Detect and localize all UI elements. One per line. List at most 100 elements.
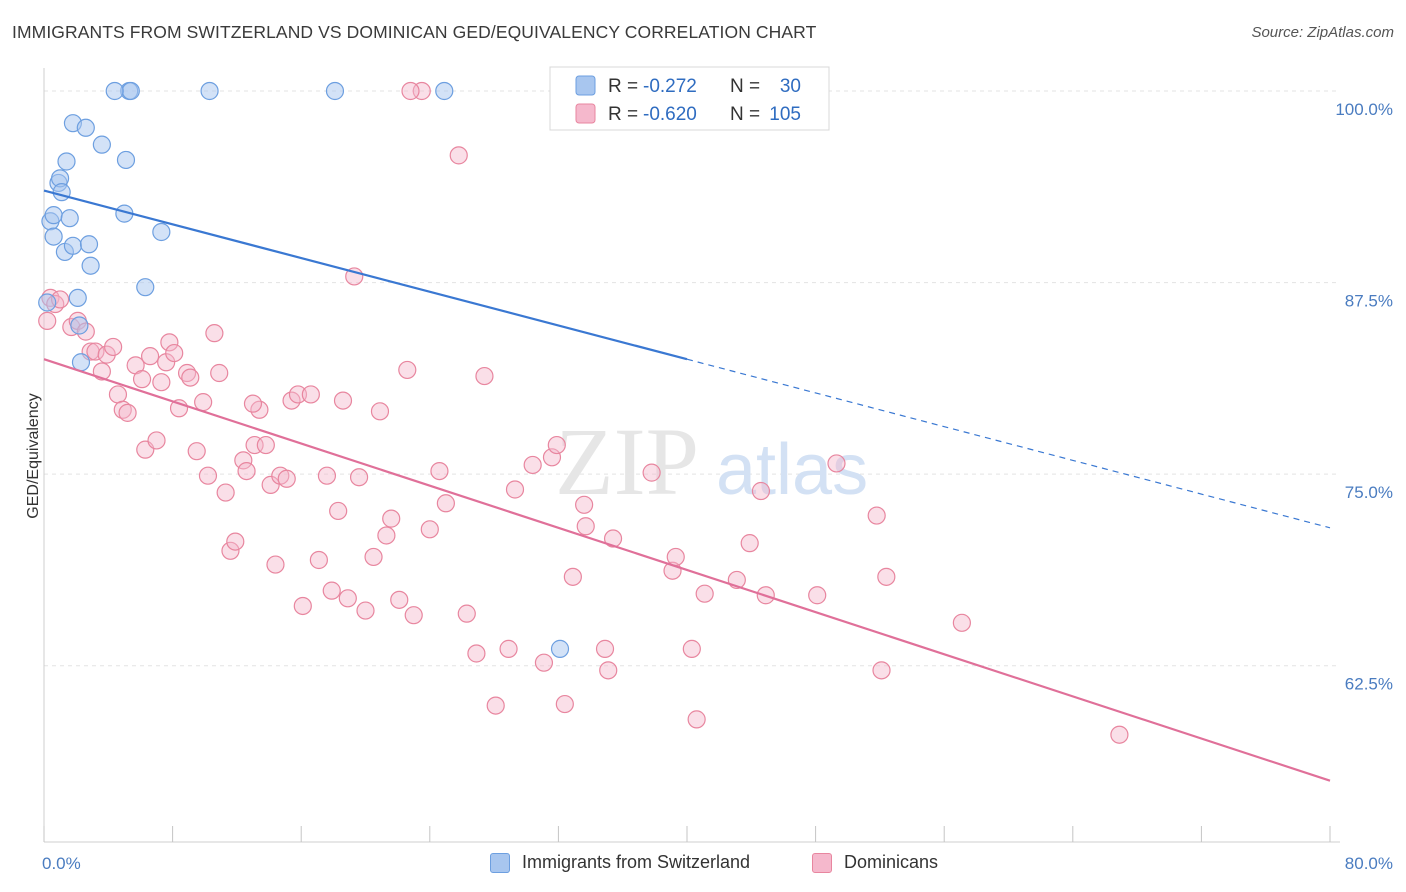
legend-r-value-2: -0.620 — [643, 104, 697, 125]
series-legend: Immigrants from Switzerland Dominicans — [0, 852, 1406, 878]
dominicans-point-12 — [108, 385, 128, 404]
watermark-zip: ZIP — [555, 408, 699, 515]
dominicans-point-13 — [113, 400, 132, 419]
dominicans-point-93 — [740, 534, 759, 553]
dominicans-point-56 — [356, 601, 375, 620]
chart-title: IMMIGRANTS FROM SWITZERLAND VS DOMINICAN… — [12, 22, 817, 42]
dominicans-point-74 — [505, 480, 525, 499]
dominicans-point-41 — [266, 555, 285, 574]
legend-label-switzerland: Immigrants from Switzerland — [522, 852, 751, 872]
dominicans-point-67 — [436, 494, 455, 513]
dominicans-point-30 — [205, 324, 224, 343]
dominicans-point-57 — [364, 547, 383, 567]
legend-swatch-dominicans — [575, 103, 596, 124]
dominicans-point-34 — [226, 532, 245, 551]
watermark-atlas: atlas — [716, 430, 868, 510]
dominicans-point-8 — [86, 342, 105, 361]
dominicans-point-103 — [401, 81, 420, 101]
legend-label-dominicans: Dominicans — [844, 852, 939, 872]
legend-item-dominicans: Dominicans — [812, 852, 938, 873]
dominicans-point-52 — [333, 391, 353, 410]
dominicans-point-69 — [457, 604, 476, 623]
switzerland-point-8 — [57, 152, 76, 171]
dominicans-point-88 — [666, 547, 685, 567]
switzerland-point-12 — [68, 288, 87, 308]
dominicans-point-14 — [118, 403, 137, 422]
dominicans-point-29 — [198, 466, 218, 485]
switzerland-trend-line — [43, 189, 688, 361]
dominicans-point-101 — [952, 613, 971, 632]
dominicans-point-33 — [221, 541, 240, 560]
dominicans-point-72 — [486, 696, 505, 715]
switzerland-point-16 — [79, 235, 99, 254]
x-tick-label-0: 0.0% — [42, 854, 81, 873]
y-tick-label-0: 100.0% — [1335, 100, 1393, 119]
y-tick-label-1: 87.5% — [1345, 292, 1393, 311]
dominicans-point-20 — [152, 373, 171, 392]
legend-n-value-1: 30 — [780, 76, 801, 97]
switzerland-point-29 — [550, 639, 570, 658]
dominicans-point-99 — [872, 661, 891, 680]
y-axis-ticks: 100.0% 87.5% 75.0% 62.5% — [1335, 100, 1393, 694]
switzerland-point-17 — [81, 256, 100, 275]
dominicans-point-49 — [317, 466, 337, 485]
dominicans-point-32 — [216, 483, 235, 502]
dominicans-point-65 — [420, 520, 439, 539]
dominicans-point-90 — [687, 710, 706, 729]
dominicans-point-53 — [338, 589, 357, 608]
dominicans-point-45 — [288, 385, 308, 404]
dominicans-point-70 — [467, 644, 486, 663]
dominicans-point-19 — [147, 431, 166, 450]
dominicans-point-43 — [277, 469, 296, 488]
dominicans-point-102 — [1110, 725, 1129, 744]
dominicans-point-55 — [349, 468, 369, 487]
dominicans-point-86 — [642, 463, 661, 482]
dominicans-point-79 — [555, 694, 574, 714]
dominicans-point-50 — [322, 581, 341, 600]
dominicans-point-98 — [867, 506, 886, 525]
dominicans-point-35 — [234, 451, 253, 470]
dominicans-point-71 — [475, 366, 494, 386]
dominicans-point-89 — [682, 639, 701, 658]
dominicans-point-39 — [256, 435, 275, 455]
correlation-legend: R = -0.272 N = 30 R = -0.620 N = 105 — [549, 66, 830, 131]
trend-lines — [43, 189, 1331, 782]
legend-r-label-1: R = — [608, 76, 638, 97]
switzerland-point-0 — [38, 293, 57, 312]
legend-item-switzerland: Immigrants from Switzerland — [490, 852, 750, 873]
dominicans-point-66 — [430, 461, 449, 481]
switzerland-point-20 — [121, 81, 140, 101]
dominicans-point-84 — [599, 661, 618, 680]
dominicans-point-48 — [309, 550, 328, 570]
legend-n-label-1: N = — [730, 76, 760, 97]
y-tick-label-3: 62.5% — [1345, 675, 1393, 694]
legend-n-value-2: 105 — [769, 104, 801, 125]
switzerland-point-18 — [92, 135, 111, 154]
switzerland-points — [38, 81, 570, 658]
switzerland-point-26 — [200, 81, 219, 101]
dominicans-point-22 — [160, 333, 179, 352]
gridlines — [44, 90, 1340, 667]
legend-swatch-switzerland — [575, 75, 596, 96]
dominicans-point-47 — [301, 385, 320, 404]
dominicans-point-104 — [243, 394, 263, 413]
switzerland-point-6 — [52, 183, 71, 202]
switzerland-point-25 — [152, 222, 171, 242]
dominicans-point-18 — [140, 347, 160, 366]
dominicans-point-58 — [370, 402, 390, 421]
switzerland-point-13 — [70, 316, 89, 335]
dominicans-point-28 — [194, 393, 213, 412]
dominicans-point-60 — [382, 509, 401, 528]
dominicans-point-40 — [261, 475, 280, 494]
axes — [43, 68, 1340, 843]
dominicans-point-97 — [827, 454, 846, 473]
dominicans-point-91 — [695, 584, 714, 603]
dominicans-point-11 — [104, 337, 123, 357]
dominicans-trend-line — [43, 358, 1331, 782]
dominicans-point-31 — [210, 363, 229, 383]
dominicans-point-63 — [404, 606, 423, 625]
dominicans-point-82 — [576, 517, 595, 536]
dominicans-point-27 — [187, 442, 206, 461]
legend-frame — [549, 66, 830, 131]
legend-swatch-blue — [490, 852, 510, 873]
